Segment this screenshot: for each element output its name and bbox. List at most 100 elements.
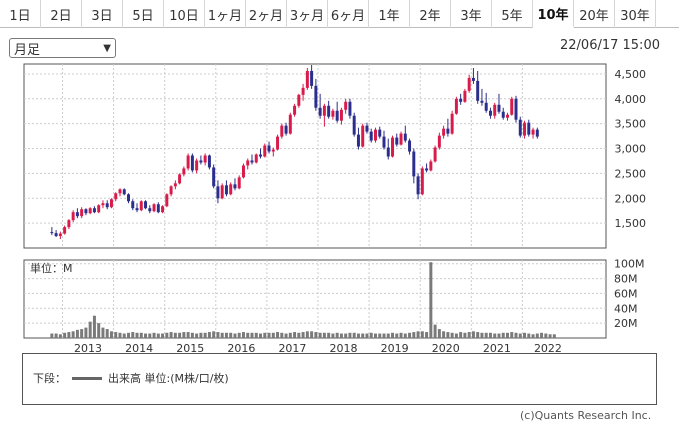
tab-10[interactable]: 2年 xyxy=(410,0,451,28)
tab-6[interactable]: 2ヶ月 xyxy=(246,0,287,28)
candle-body xyxy=(476,80,480,101)
tab-11[interactable]: 3年 xyxy=(451,0,492,28)
tab-7[interactable]: 3ヶ月 xyxy=(287,0,328,28)
volume-bar xyxy=(463,332,467,338)
candle-body xyxy=(122,189,126,195)
candle-body xyxy=(276,136,280,150)
candle-body xyxy=(220,185,224,199)
candle-body xyxy=(480,100,484,103)
volume-bar xyxy=(310,331,314,338)
volume-bar xyxy=(148,333,152,338)
volume-bar xyxy=(467,332,471,338)
tab-1[interactable]: 2日 xyxy=(41,0,82,28)
candle-body xyxy=(271,149,275,152)
chevron-down-icon: ▼ xyxy=(103,42,111,54)
candle-body xyxy=(254,154,258,163)
candle-body xyxy=(408,140,412,152)
candle-body xyxy=(403,133,407,141)
volume-bar xyxy=(514,332,518,338)
volume-bar xyxy=(190,332,194,338)
volume-tick-label: 60M xyxy=(614,287,638,300)
volume-bar xyxy=(459,332,463,338)
candle-body xyxy=(161,206,165,213)
volume-bar xyxy=(71,331,75,338)
tab-3[interactable]: 5日 xyxy=(123,0,164,28)
candle-body xyxy=(339,109,343,121)
volume-bar xyxy=(105,329,109,338)
x-tick-label: 2022 xyxy=(534,342,562,355)
candle-body xyxy=(454,98,458,114)
volume-bar xyxy=(437,329,441,338)
candle-body xyxy=(386,147,390,157)
candle-body xyxy=(50,232,54,234)
period-select[interactable]: 月足 ▼ xyxy=(9,38,116,58)
tab-5[interactable]: 1ヶ月 xyxy=(205,0,246,28)
volume-bar xyxy=(84,327,88,338)
x-tick-label: 2016 xyxy=(227,342,255,355)
candle-body xyxy=(399,133,403,145)
tab-12[interactable]: 5年 xyxy=(492,0,533,28)
volume-bar xyxy=(75,329,79,338)
candle-body xyxy=(84,209,88,214)
volume-bar xyxy=(237,332,241,338)
candle-body xyxy=(352,115,356,135)
candle-body xyxy=(267,145,271,152)
tab-13[interactable]: 10年 xyxy=(533,0,574,28)
candle-body xyxy=(493,104,497,116)
candle-body xyxy=(510,98,514,115)
volume-bar xyxy=(471,331,475,338)
candle-body xyxy=(169,186,173,195)
volume-bar xyxy=(450,332,454,338)
candle-body xyxy=(531,129,535,135)
tab-4[interactable]: 10日 xyxy=(164,0,205,28)
tab-15[interactable]: 30年 xyxy=(615,0,656,28)
candle-body xyxy=(152,204,156,212)
volume-bar xyxy=(250,332,254,338)
volume-bar xyxy=(271,332,275,338)
volume-bar xyxy=(241,332,245,338)
volume-bar xyxy=(535,333,539,338)
volume-bar xyxy=(254,332,258,338)
candle-body xyxy=(429,161,433,171)
x-tick-label: 2017 xyxy=(278,342,306,355)
legend-label: 下段： 出来高 単位:(M株/口/枚) xyxy=(33,370,229,386)
volume-bar xyxy=(395,333,399,338)
volume-bar xyxy=(259,333,263,338)
copyright: (c)Quants Research Inc. xyxy=(520,409,652,422)
volume-bar xyxy=(284,333,288,338)
candle-body xyxy=(433,147,437,162)
tab-9[interactable]: 1年 xyxy=(369,0,410,28)
candle-body xyxy=(207,155,211,168)
volume-bar xyxy=(339,333,343,338)
candle-body xyxy=(144,201,148,209)
volume-bar xyxy=(97,323,101,338)
volume-bar xyxy=(318,332,322,338)
candle-body xyxy=(246,160,250,166)
volume-bar xyxy=(263,332,267,338)
candle-body xyxy=(331,110,335,117)
tab-0[interactable]: 1日 xyxy=(0,0,41,28)
volume-bar xyxy=(454,333,458,338)
legend-line-icon xyxy=(72,376,102,380)
price-tick-label: 4,000 xyxy=(615,93,647,106)
candle-body xyxy=(506,114,509,118)
volume-bar xyxy=(118,332,122,338)
volume-bar xyxy=(361,333,365,338)
volume-bar xyxy=(442,331,446,338)
price-tick-label: 3,500 xyxy=(615,118,647,131)
candle-body xyxy=(224,185,228,195)
candle-body xyxy=(178,174,182,184)
candle-body xyxy=(233,184,237,189)
volume-bar xyxy=(544,333,548,338)
candle-body xyxy=(118,189,122,194)
candle-body xyxy=(280,125,284,137)
volume-bar xyxy=(480,332,484,338)
candle-body xyxy=(425,168,429,171)
tab-14[interactable]: 20年 xyxy=(574,0,615,28)
candle-body xyxy=(199,160,203,163)
tab-2[interactable]: 3日 xyxy=(82,0,123,28)
candle-body xyxy=(212,167,216,187)
volume-bar xyxy=(297,332,301,338)
tab-8[interactable]: 6ヶ月 xyxy=(328,0,369,28)
